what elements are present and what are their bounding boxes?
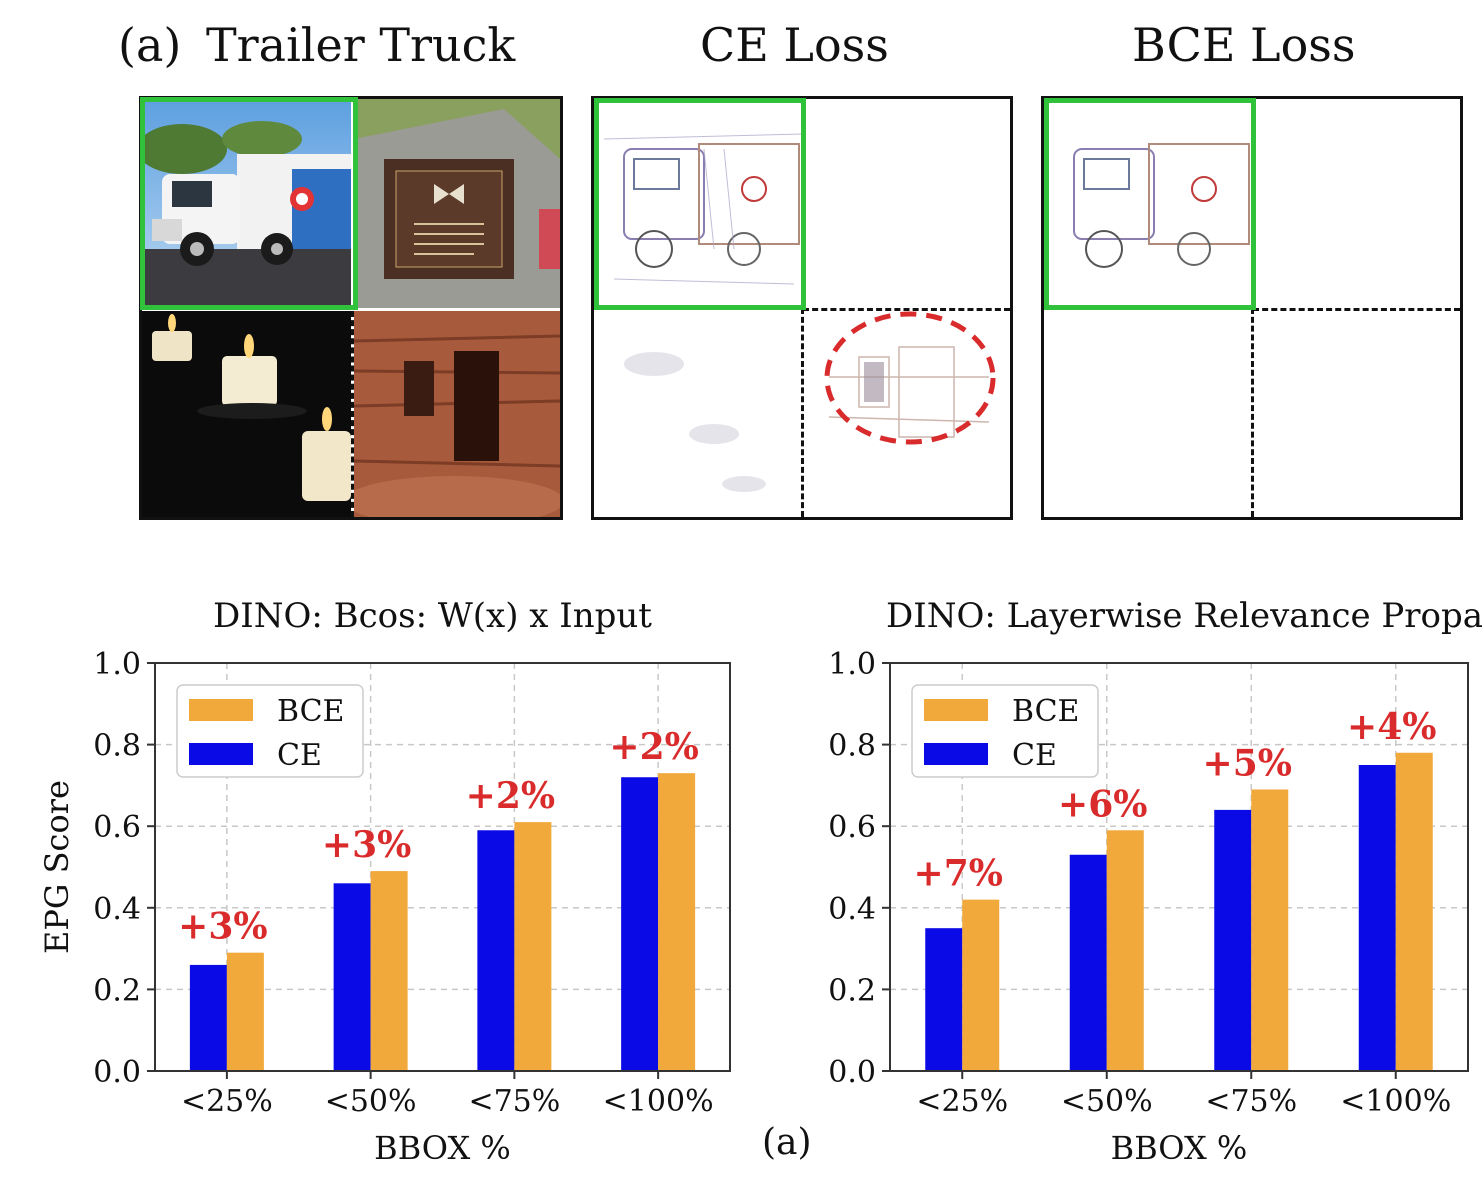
panel-title-bce-loss: BCE Loss: [1132, 18, 1356, 72]
grid-divider-horizontal: [803, 308, 1010, 311]
y-tick-label: 0.2: [828, 973, 876, 1008]
x-tick-label: <50%: [325, 1084, 417, 1119]
legend-label-bce: BCE: [277, 694, 344, 729]
spurious-region-circle: [824, 311, 996, 445]
legend-label-ce: CE: [1012, 738, 1057, 773]
epg-bar-chart-bcos: DINO: Bcos: W(x) x Input 0.0 0.2 0.4 0.6 0.8 1…: [38, 596, 731, 1167]
bar-bce: [514, 822, 552, 1071]
grid-divider-horizontal: [1253, 308, 1460, 311]
grid-divider-vertical: [1251, 308, 1254, 517]
epg-bar-chart-lrp: DINO: Layerwise Relevance Propagation 0.0…: [828, 596, 1482, 1167]
legend-swatch-ce: [924, 743, 988, 765]
x-tick-label: <50%: [1061, 1084, 1153, 1119]
y-tick-label: 0.0: [93, 1055, 141, 1090]
legend-swatch-bce: [189, 699, 253, 721]
y-tick-label: 0.8: [93, 729, 141, 764]
bar-bce: [1395, 752, 1433, 1071]
input-image-grid: [139, 96, 563, 520]
y-axis-label: EPG Score: [38, 780, 76, 954]
x-tick-label: <75%: [1205, 1084, 1297, 1119]
cliff-ruins-image: [354, 311, 560, 517]
ce-faint-attribution: [614, 324, 784, 504]
chart-title: DINO: Layerwise Relevance Propagation: [886, 596, 1482, 636]
target-class-highlight-box: [140, 97, 358, 310]
truck-image: [142, 99, 351, 308]
x-axis-label: BBOX %: [1111, 1129, 1248, 1167]
improvement-label: +2%: [466, 775, 555, 817]
y-tick-label: 0.6: [93, 810, 141, 845]
grid-divider-vertical: [351, 311, 354, 517]
target-class-highlight-box: [594, 98, 806, 310]
y-tick-label: 1.0: [828, 647, 876, 682]
improvement-label: +6%: [1058, 783, 1147, 825]
y-tick-label: 0.0: [828, 1055, 876, 1090]
panel-title-trailer-truck: Trailer Truck: [206, 18, 516, 72]
plaque-image: [354, 99, 560, 308]
x-tick-label: <100%: [603, 1084, 714, 1119]
x-tick-label: <100%: [1340, 1084, 1451, 1119]
panel-title-ce-loss: CE Loss: [700, 18, 889, 72]
bar-ce: [621, 777, 659, 1071]
bar-ce: [333, 883, 371, 1071]
bar-ce: [1358, 765, 1396, 1071]
bar-ce: [189, 964, 227, 1071]
bar-bce: [370, 871, 408, 1071]
candles-image: [142, 311, 351, 517]
bar-ce: [1214, 809, 1252, 1071]
bar-ce: [1069, 854, 1107, 1071]
ce-spurious-attribution: [819, 317, 999, 507]
x-tick-label: <25%: [916, 1084, 1008, 1119]
panel-a-label: (a): [118, 18, 182, 72]
legend-label-bce: BCE: [1012, 694, 1079, 729]
x-tick-label: <75%: [468, 1084, 560, 1119]
bar-bce: [1251, 789, 1289, 1071]
target-class-highlight-box: [1044, 98, 1256, 310]
y-tick-label: 0.2: [93, 973, 141, 1008]
plot-frame: [154, 662, 731, 1072]
bar-ce: [925, 928, 963, 1071]
legend-label-ce: CE: [277, 738, 322, 773]
improvement-label: +5%: [1203, 742, 1292, 784]
y-tick-label: 0.6: [828, 810, 876, 845]
bar-ce: [477, 830, 515, 1071]
y-tick-label: 1.0: [93, 647, 141, 682]
bar-bce: [962, 899, 1000, 1071]
bar-bce: [226, 952, 264, 1071]
legend-swatch-bce: [924, 699, 988, 721]
grid-divider-vertical: [801, 308, 804, 517]
plot-frame: [889, 662, 1469, 1072]
x-tick-label: <25%: [181, 1084, 273, 1119]
y-tick-label: 0.8: [828, 729, 876, 764]
chart-title: DINO: Bcos: W(x) x Input: [213, 596, 652, 636]
bce-truck-attribution: [1054, 109, 1254, 309]
legend-swatch-ce: [189, 743, 253, 765]
y-tick-label: 0.4: [93, 892, 141, 927]
bottom-caption: (a): [762, 1122, 812, 1163]
improvement-label: +7%: [914, 853, 1003, 895]
ce-truck-attribution: [604, 109, 804, 309]
improvement-label: +3%: [322, 824, 411, 866]
improvement-label: +3%: [178, 906, 267, 948]
bar-bce: [1106, 830, 1144, 1071]
x-axis-label: BBOX %: [374, 1129, 511, 1167]
improvement-label: +4%: [1347, 706, 1436, 748]
y-tick-label: 0.4: [828, 892, 876, 927]
improvement-label: +2%: [609, 726, 698, 768]
bar-bce: [658, 773, 696, 1071]
